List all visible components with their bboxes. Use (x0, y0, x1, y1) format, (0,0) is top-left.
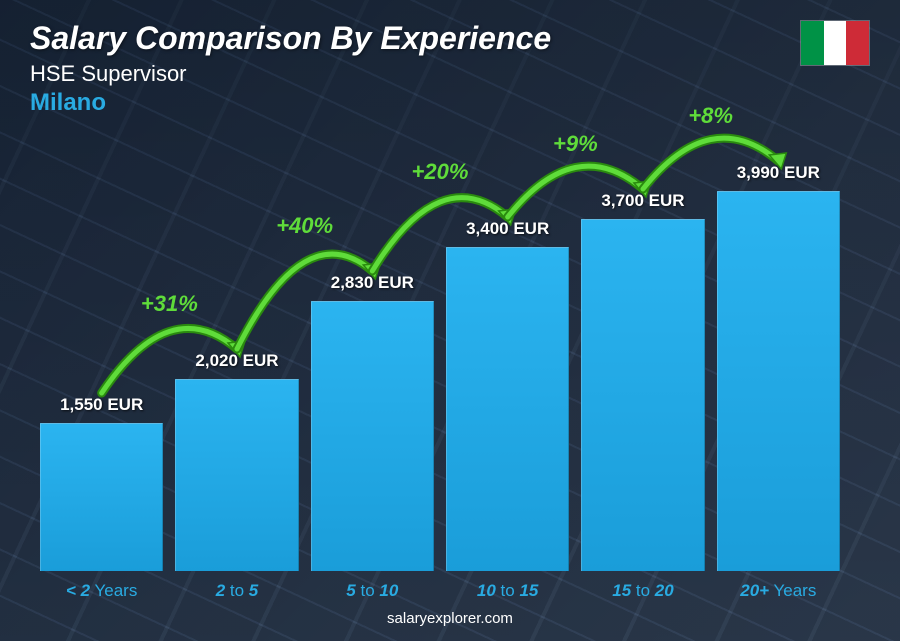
growth-percentage: +31% (141, 291, 198, 316)
bar-group: 1,550 EUR< 2 Years (40, 395, 163, 571)
chart-title: Salary Comparison By Experience (30, 20, 551, 57)
growth-percentage: +20% (412, 159, 469, 184)
bar-category-label: 10 to 15 (477, 581, 538, 601)
bar-value-label: 3,700 EUR (601, 191, 684, 211)
chart-subtitle: HSE Supervisor (30, 61, 551, 87)
bar-group: 3,400 EUR10 to 15 (446, 219, 569, 571)
bar-group: 3,700 EUR15 to 20 (581, 191, 704, 571)
salary-bar-chart: 1,550 EUR< 2 Years2,020 EUR2 to 52,830 E… (40, 91, 840, 571)
growth-percentage: +40% (276, 213, 333, 238)
bar (40, 423, 163, 571)
bar-category-label: 5 to 10 (346, 581, 398, 601)
footer-source: salaryexplorer.com (0, 610, 900, 627)
flag-stripe (801, 21, 824, 65)
bar-value-label: 1,550 EUR (60, 395, 143, 415)
bar (581, 219, 704, 571)
bar-value-label: 2,830 EUR (331, 273, 414, 293)
bar (311, 301, 434, 571)
bar-group: 3,990 EUR20+ Years (717, 163, 840, 571)
bar-category-label: < 2 Years (66, 581, 137, 601)
country-flag-italy (800, 20, 870, 66)
bar-value-label: 3,990 EUR (737, 163, 820, 183)
bar-value-label: 3,400 EUR (466, 219, 549, 239)
bar (446, 247, 569, 571)
flag-stripe (824, 21, 847, 65)
growth-percentage: +9% (553, 131, 598, 156)
bar-category-label: 15 to 20 (612, 581, 673, 601)
growth-percentage: +8% (688, 103, 733, 128)
bar-group: 2,830 EUR5 to 10 (311, 273, 434, 571)
bar-category-label: 20+ Years (740, 581, 816, 601)
bar (717, 191, 840, 571)
bar (175, 379, 298, 571)
bar-group: 2,020 EUR2 to 5 (175, 351, 298, 571)
bar-category-label: 2 to 5 (216, 581, 259, 601)
flag-stripe (846, 21, 869, 65)
bar-value-label: 2,020 EUR (195, 351, 278, 371)
